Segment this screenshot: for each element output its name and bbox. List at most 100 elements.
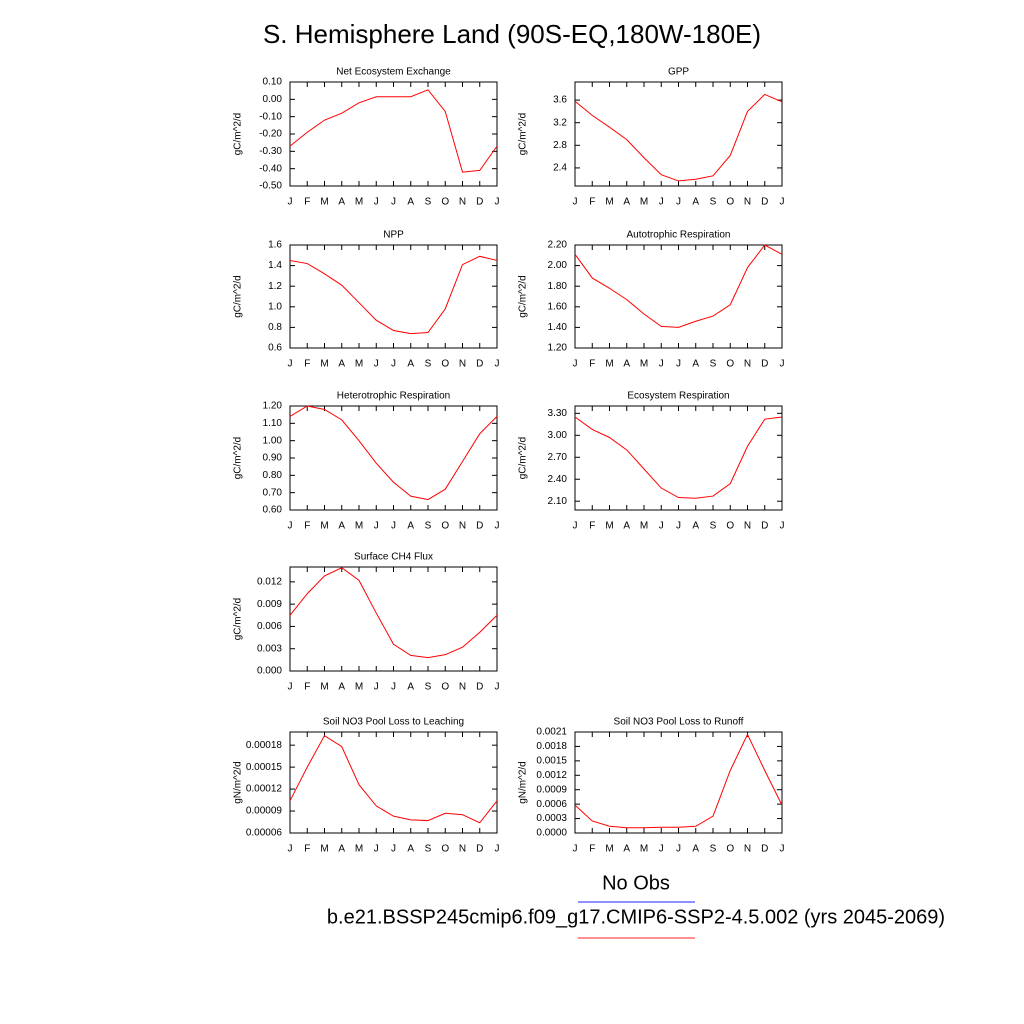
- x-tick-label: S: [425, 682, 432, 693]
- x-tick-label: A: [407, 844, 414, 855]
- y-tick-label: 0.0012: [536, 770, 567, 781]
- y-axis-label: gC/m^2/d: [518, 437, 529, 480]
- y-tick-label: 2.10: [548, 496, 568, 507]
- plot-frame: [289, 566, 498, 672]
- data-line: [289, 255, 498, 335]
- x-tick-label: N: [744, 359, 751, 370]
- legend-label: b.e21.BSSP245cmip6.f09_g17.CMIP6-SSP2-4.…: [327, 906, 945, 928]
- x-tick-label: J: [391, 197, 396, 208]
- x-tick-label: J: [391, 682, 396, 693]
- x-tick-label: F: [304, 521, 310, 532]
- x-tick-label: J: [780, 521, 785, 532]
- panel-title: Surface CH4 Flux: [354, 552, 433, 563]
- y-tick-label: 0.009: [257, 599, 282, 610]
- x-tick-label: O: [441, 521, 449, 532]
- y-tick-label: 0.00015: [246, 762, 283, 773]
- x-tick-label: O: [441, 682, 449, 693]
- x-tick-label: A: [692, 844, 699, 855]
- panel-title: Soil NO3 Pool Loss to Runoff: [614, 717, 744, 728]
- x-tick-label: A: [338, 197, 345, 208]
- x-tick-label: J: [659, 521, 664, 532]
- x-tick-label: F: [589, 197, 595, 208]
- x-tick-label: J: [288, 844, 293, 855]
- panel-title: Soil NO3 Pool Loss to Leaching: [323, 717, 464, 728]
- x-tick-label: A: [338, 359, 345, 370]
- x-tick-label: F: [304, 844, 310, 855]
- x-tick-label: D: [761, 359, 768, 370]
- x-tick-label: A: [338, 682, 345, 693]
- panel-title: Ecosystem Respiration: [627, 391, 729, 402]
- y-axis-label: gC/m^2/d: [233, 437, 244, 480]
- x-tick-label: J: [391, 521, 396, 532]
- y-tick-label: 0.0021: [536, 727, 567, 738]
- panel-title: Net Ecosystem Exchange: [336, 67, 451, 78]
- x-tick-label: M: [605, 197, 613, 208]
- x-tick-label: J: [676, 197, 681, 208]
- x-tick-label: D: [476, 521, 483, 532]
- x-tick-label: D: [476, 682, 483, 693]
- y-tick-label: 0.0015: [536, 755, 567, 766]
- x-tick-label: O: [441, 197, 449, 208]
- x-tick-label: J: [288, 359, 293, 370]
- y-tick-label: 0.0018: [536, 741, 567, 752]
- x-tick-label: A: [623, 844, 630, 855]
- x-tick-label: N: [459, 197, 466, 208]
- y-tick-label: 0.012: [257, 576, 282, 587]
- x-tick-label: S: [425, 359, 432, 370]
- y-tick-label: 3.30: [548, 408, 568, 419]
- x-tick-label: J: [573, 197, 578, 208]
- x-tick-label: J: [391, 359, 396, 370]
- y-tick-label: 2.20: [548, 240, 568, 251]
- x-tick-label: O: [726, 844, 734, 855]
- x-tick-label: M: [355, 359, 363, 370]
- x-tick-label: M: [355, 521, 363, 532]
- x-tick-label: J: [495, 844, 500, 855]
- x-tick-label: A: [407, 521, 414, 532]
- x-tick-label: M: [320, 521, 328, 532]
- x-tick-label: J: [780, 197, 785, 208]
- x-tick-label: A: [692, 359, 699, 370]
- y-tick-label: 3.00: [548, 430, 568, 441]
- data-line: [289, 89, 498, 173]
- data-line: [289, 567, 498, 659]
- x-tick-label: D: [761, 197, 768, 208]
- x-tick-label: A: [407, 197, 414, 208]
- x-tick-label: A: [623, 521, 630, 532]
- x-tick-label: J: [676, 844, 681, 855]
- x-tick-label: J: [495, 521, 500, 532]
- x-tick-label: J: [573, 521, 578, 532]
- y-tick-label: 0.003: [257, 643, 282, 654]
- x-tick-label: J: [676, 521, 681, 532]
- data-line: [574, 244, 783, 328]
- x-tick-label: N: [459, 844, 466, 855]
- x-tick-label: S: [710, 844, 717, 855]
- y-tick-label: 1.6: [268, 240, 282, 251]
- x-tick-label: D: [476, 359, 483, 370]
- y-tick-label: 1.00: [263, 435, 283, 446]
- y-tick-label: -0.20: [259, 129, 282, 140]
- x-tick-label: O: [441, 844, 449, 855]
- x-tick-label: J: [659, 197, 664, 208]
- y-tick-label: 1.20: [548, 343, 568, 354]
- x-tick-label: N: [744, 197, 751, 208]
- x-tick-label: F: [304, 359, 310, 370]
- x-tick-label: D: [476, 844, 483, 855]
- y-tick-label: 1.20: [263, 401, 283, 412]
- y-tick-label: 2.00: [548, 260, 568, 271]
- y-axis-label: gC/m^2/d: [518, 275, 529, 318]
- x-tick-label: J: [780, 844, 785, 855]
- x-tick-label: J: [374, 682, 379, 693]
- x-tick-label: A: [692, 521, 699, 532]
- x-tick-label: M: [355, 682, 363, 693]
- x-tick-label: A: [338, 844, 345, 855]
- y-tick-label: 0.10: [263, 77, 283, 88]
- y-tick-label: 0.80: [263, 470, 283, 481]
- x-tick-label: A: [623, 359, 630, 370]
- plot-frame: [574, 731, 783, 834]
- x-tick-label: O: [441, 359, 449, 370]
- y-axis-label: gN/m^2/d: [233, 761, 244, 804]
- y-tick-label: 0.00018: [246, 740, 283, 751]
- y-tick-label: 0.000: [257, 666, 282, 677]
- y-tick-label: 1.10: [263, 418, 283, 429]
